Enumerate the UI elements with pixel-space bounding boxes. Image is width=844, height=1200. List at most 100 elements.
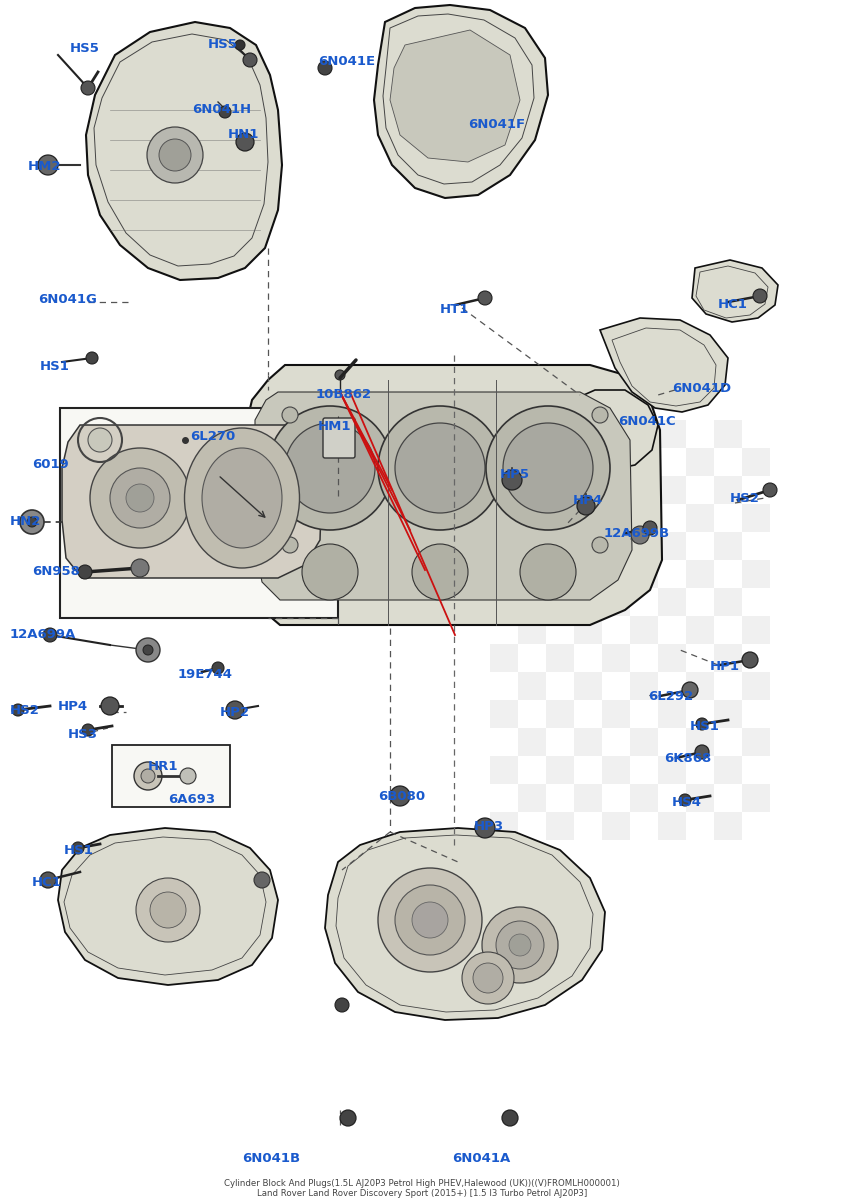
Text: 10B862: 10B862 [316,388,372,401]
Bar [546,700,574,728]
Bar [602,420,630,448]
Bar [112,745,230,806]
Circle shape [335,998,349,1012]
Bar [742,616,770,644]
Polygon shape [692,260,778,322]
Bar [574,728,602,756]
Ellipse shape [185,428,300,568]
Bar [658,644,686,672]
Circle shape [695,745,709,758]
Bar [602,588,630,616]
Circle shape [243,53,257,67]
Circle shape [302,544,358,600]
Circle shape [475,818,495,838]
Circle shape [395,422,485,514]
Bar [518,784,546,812]
Circle shape [378,406,502,530]
Bar [630,448,658,476]
Circle shape [136,638,160,662]
Circle shape [126,484,154,512]
Text: Cylinder Block And Plugs(1.5L AJ20P3 Petrol High PHEV,Halewood (UK))((V)FROMLH00: Cylinder Block And Plugs(1.5L AJ20P3 Pet… [225,1178,619,1188]
Bar [686,728,714,756]
Circle shape [753,289,767,302]
Circle shape [592,407,608,422]
Bar [630,784,658,812]
Circle shape [335,370,345,380]
Circle shape [136,878,200,942]
Bar [686,504,714,532]
Text: 19E744: 19E744 [178,668,233,680]
FancyBboxPatch shape [323,418,355,458]
Bar [602,700,630,728]
Circle shape [390,786,410,806]
Circle shape [318,61,332,74]
Circle shape [38,155,58,175]
Text: HS1: HS1 [40,360,70,373]
Circle shape [577,497,595,515]
Bar [658,700,686,728]
Circle shape [679,794,691,806]
Bar [546,532,574,560]
Bar [714,588,742,616]
Circle shape [86,352,98,364]
Bar [546,644,574,672]
Circle shape [520,544,576,600]
Circle shape [282,538,298,553]
Circle shape [141,769,155,782]
Text: HP2: HP2 [220,706,250,719]
Polygon shape [245,365,662,625]
Text: HT1: HT1 [440,302,469,316]
Bar [518,616,546,644]
Text: 6N041E: 6N041E [318,55,375,68]
Circle shape [502,470,522,490]
Text: 6019: 6019 [32,458,68,470]
Polygon shape [390,30,520,162]
Circle shape [40,872,56,888]
Text: HS1: HS1 [690,720,720,733]
Circle shape [12,704,24,716]
Bar [714,476,742,504]
Circle shape [412,544,468,600]
Polygon shape [62,425,322,578]
Circle shape [503,422,593,514]
Bar [518,728,546,756]
Text: HS5: HS5 [208,38,238,50]
Bar [742,504,770,532]
Text: Land Rover Land Rover Discovery Sport (2015+) [1.5 I3 Turbo Petrol AJ20P3]: Land Rover Land Rover Discovery Sport (2… [257,1189,587,1198]
Circle shape [88,428,112,452]
Circle shape [496,922,544,970]
Bar [658,588,686,616]
Text: HS4: HS4 [672,796,702,809]
Circle shape [134,762,162,790]
Text: HR1: HR1 [148,760,178,773]
Circle shape [478,290,492,305]
Bar [742,672,770,700]
Text: HP1: HP1 [710,660,740,673]
Bar [490,756,518,784]
Text: HM2: HM2 [28,160,62,173]
Bar [742,784,770,812]
Circle shape [78,565,92,578]
Bar [60,408,338,618]
Bar [490,532,518,560]
Text: 6N041H: 6N041H [192,103,252,116]
Bar [574,784,602,812]
Text: HS2: HS2 [730,492,760,505]
Bar [742,448,770,476]
Bar [714,532,742,560]
Text: HP4: HP4 [58,700,88,713]
Text: HP4: HP4 [573,494,603,506]
Text: 6N041B: 6N041B [242,1152,300,1165]
Polygon shape [562,390,658,470]
Circle shape [378,868,482,972]
Bar [574,672,602,700]
Text: 12A699B: 12A699B [604,527,670,540]
Circle shape [509,934,531,956]
Bar [630,560,658,588]
Text: 6N041A: 6N041A [452,1152,511,1165]
Circle shape [219,106,231,118]
Bar [518,672,546,700]
Text: 6K868: 6K868 [664,752,711,766]
Circle shape [340,1110,356,1126]
Bar [686,560,714,588]
